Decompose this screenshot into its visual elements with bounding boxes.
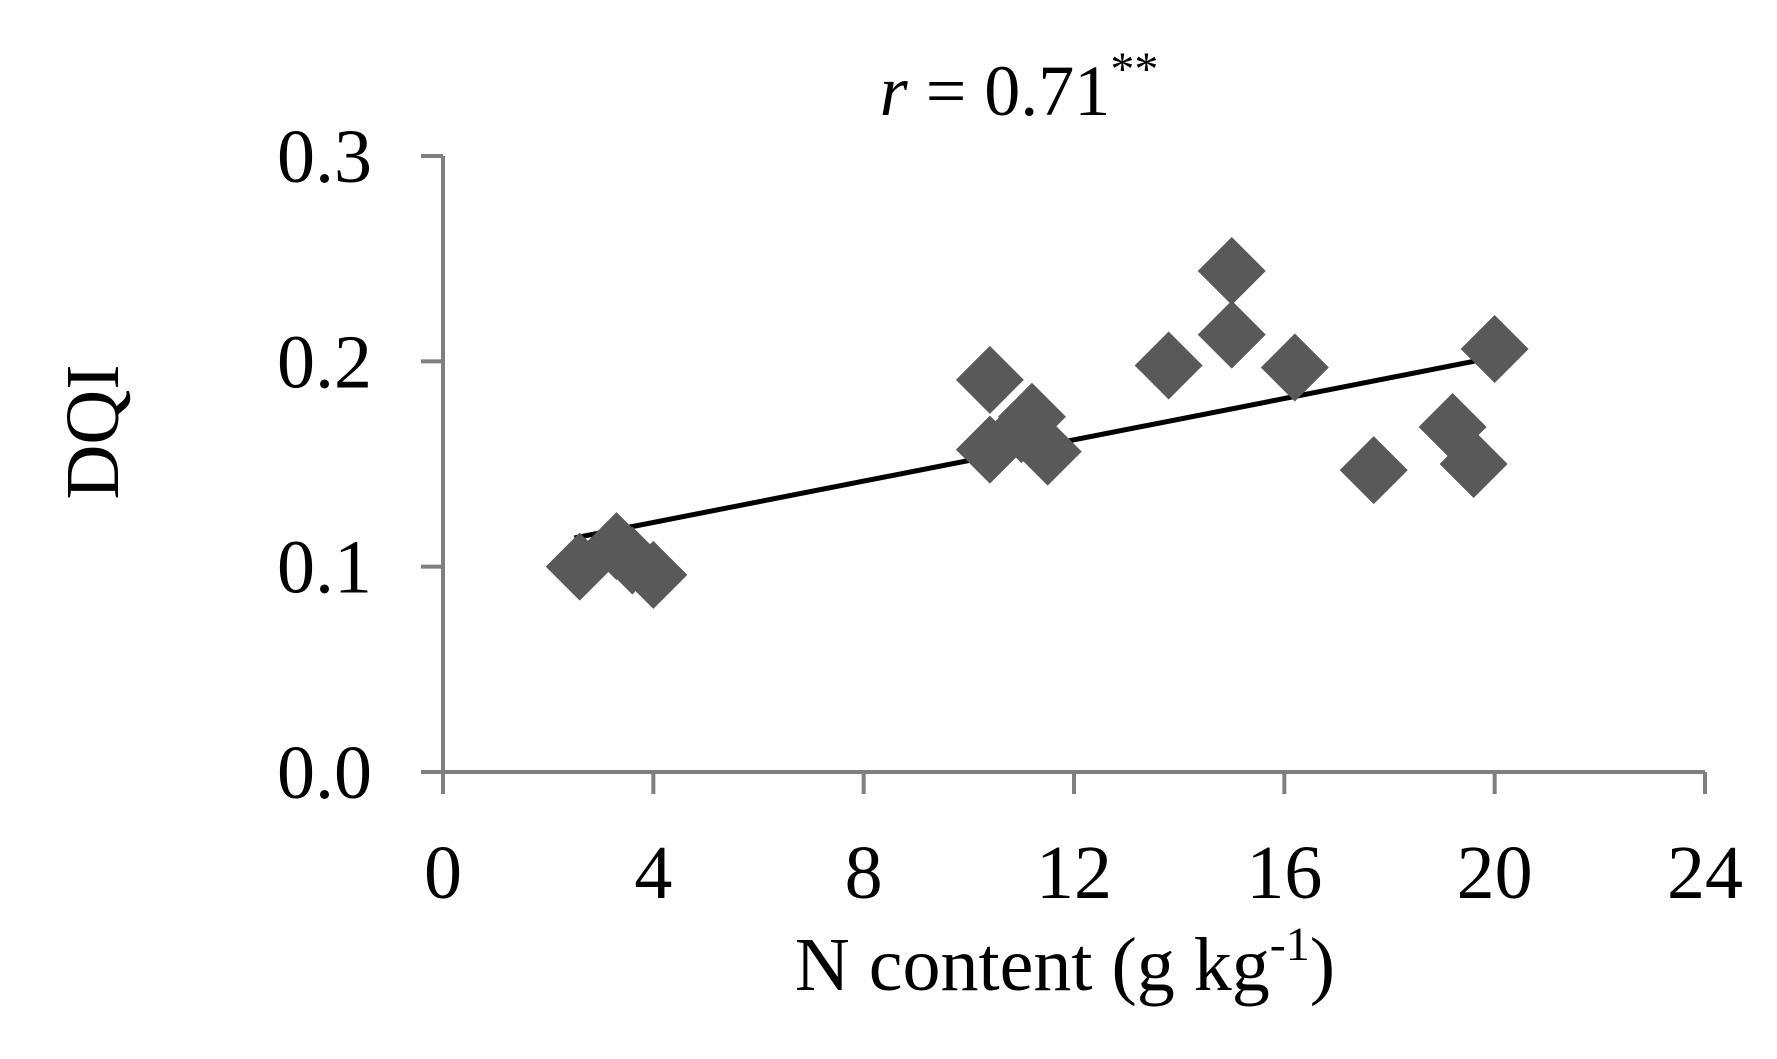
x-tick-label: 16 bbox=[1246, 831, 1322, 915]
data-point bbox=[1197, 236, 1266, 305]
x-tick-label: 12 bbox=[1036, 831, 1112, 915]
x-tick-label: 20 bbox=[1457, 831, 1533, 915]
data-point bbox=[619, 540, 688, 609]
x-tick-label: 8 bbox=[845, 831, 883, 915]
data-point bbox=[1339, 436, 1408, 505]
y-tick-label: 0.3 bbox=[277, 115, 372, 199]
y-tick-label: 0.0 bbox=[277, 731, 372, 815]
data-point bbox=[1260, 333, 1329, 402]
y-tick-label: 0.2 bbox=[277, 320, 372, 404]
points-layer bbox=[545, 236, 1529, 609]
x-tick-label: 24 bbox=[1667, 831, 1743, 915]
x-tick-label: 0 bbox=[424, 831, 462, 915]
data-point bbox=[1460, 315, 1529, 384]
x-axis-title-main: N content (g kg bbox=[795, 923, 1270, 1007]
x-axis-title: N content (g kg-1) bbox=[795, 918, 1335, 1007]
data-point bbox=[1013, 417, 1082, 486]
x-axis-title-suffix: ) bbox=[1310, 923, 1335, 1007]
data-point bbox=[1197, 300, 1266, 369]
y-axis-title: DQI bbox=[51, 364, 135, 499]
data-point bbox=[955, 345, 1024, 414]
axes-layer: 0.0 0.1 0.2 0.3 0 4 8 12 16 20 24 bbox=[277, 115, 1743, 915]
stat-superscript: ** bbox=[1110, 43, 1158, 96]
stat-text: = 0.71 bbox=[908, 51, 1111, 131]
x-axis-title-superscript: -1 bbox=[1270, 918, 1310, 971]
y-tick-label: 0.1 bbox=[277, 526, 372, 610]
stat-italic: r bbox=[880, 51, 909, 131]
data-point bbox=[1134, 331, 1203, 400]
stat-annotation: r = 0.71** bbox=[880, 43, 1159, 131]
data-point bbox=[1439, 430, 1508, 498]
x-tick-label: 4 bbox=[634, 831, 672, 915]
